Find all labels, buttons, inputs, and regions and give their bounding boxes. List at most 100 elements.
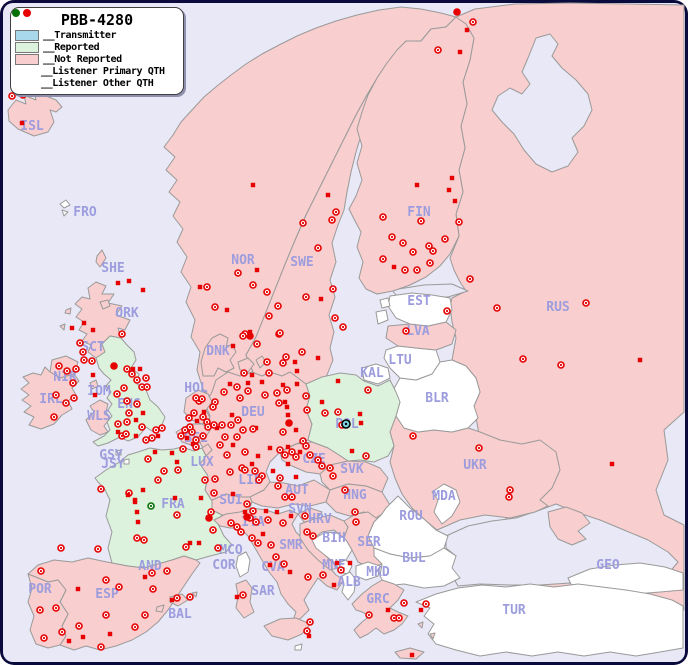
country-label-tur: TUR — [502, 603, 526, 618]
country-IRL — [20, 366, 80, 430]
marker-center-dot — [228, 470, 232, 474]
country-label-sct: SCT — [81, 340, 105, 355]
marker-center-dot — [331, 474, 335, 478]
marker-center-dot — [457, 220, 461, 224]
country-label-hng: HNG — [343, 488, 367, 503]
marker-center-dot — [397, 616, 401, 620]
marker-center-dot — [201, 434, 205, 438]
listener-other-qth-marker — [224, 307, 230, 313]
listener-other-qth-marker — [347, 560, 353, 566]
listener-other-qth-marker — [294, 381, 300, 387]
marker-center-dot — [305, 629, 309, 633]
marker-center-dot — [205, 420, 209, 424]
marker-center-dot — [194, 396, 198, 400]
listener-other-qth-marker — [190, 441, 196, 447]
listener-other-qth-marker — [292, 359, 298, 365]
marker-center-dot — [281, 361, 285, 365]
country-label-fro: FRO — [73, 205, 97, 220]
marker-center-dot — [125, 367, 129, 371]
listener-other-qth-marker — [335, 378, 341, 384]
country-SHE — [95, 249, 107, 268]
marker-center-dot — [401, 241, 405, 245]
marker-center-dot — [419, 219, 423, 223]
country-label-ukr: UKR — [463, 458, 487, 473]
listener-other-qth-marker — [250, 182, 256, 188]
country-label-dnk: DNK — [206, 344, 230, 359]
country-FIN — [348, 16, 475, 295]
country-DEU — [197, 371, 313, 502]
country-label-rus: RUS — [546, 300, 570, 315]
marker-center-dot — [257, 478, 261, 482]
country-label-cva: CVA — [261, 560, 285, 575]
marker-center-dot — [242, 371, 246, 375]
country-DNK-zealand — [237, 357, 255, 373]
country-label-grc: GRC — [366, 592, 389, 607]
listener-other-qth-marker — [609, 461, 615, 467]
marker-center-dot — [216, 546, 220, 550]
marker-center-dot — [584, 301, 588, 305]
marker-center-dot — [341, 325, 345, 329]
country-label-bih: BIH — [322, 531, 345, 546]
marker-center-dot — [236, 418, 240, 422]
marker-center-dot — [42, 636, 46, 640]
marker-center-dot — [277, 401, 281, 405]
marker-center-dot — [507, 495, 511, 499]
country-BAL-menorca — [191, 591, 198, 598]
marker-center-dot — [241, 593, 245, 597]
country-BIH — [311, 531, 353, 565]
country-label-nor: NOR — [231, 253, 255, 268]
listener-other-qth-marker — [409, 652, 415, 658]
listener-other-qth-marker — [69, 325, 75, 331]
marker-center-dot — [411, 434, 415, 438]
marker-center-dot — [290, 495, 294, 499]
marker-center-dot — [223, 435, 227, 439]
marker-center-dot — [213, 477, 217, 481]
marker-center-dot — [428, 261, 432, 265]
marker-center-dot — [162, 469, 166, 473]
legend-item-listener-primary-qth: __Listener Primary QTH — [12, 9, 179, 77]
marker-center-dot — [381, 215, 385, 219]
listener-other-qth-marker — [242, 509, 248, 515]
marker-center-dot — [125, 420, 129, 424]
marker-center-dot — [154, 428, 158, 432]
marker-center-dot — [72, 396, 76, 400]
marker-center-dot — [411, 250, 415, 254]
legend-items: __Transmitter __Reported __Not Reported __L… — [12, 9, 179, 89]
marker-center-dot — [200, 397, 204, 401]
marker-center-dot — [187, 416, 191, 420]
listener-other-qth-marker — [247, 329, 253, 335]
marker-center-dot — [57, 364, 61, 368]
marker-center-dot — [263, 393, 267, 397]
marker-center-dot — [276, 484, 280, 488]
marker-center-dot — [104, 613, 108, 617]
marker-center-dot — [146, 457, 150, 461]
marker-center-dot — [188, 425, 192, 429]
listener-other-qth-marker — [285, 412, 291, 418]
marker-center-dot — [133, 625, 137, 629]
country-malta — [294, 643, 303, 651]
listener-other-qth-marker — [230, 442, 236, 448]
marker-center-dot — [436, 48, 440, 52]
country-label-mco: MCO — [219, 543, 243, 558]
marker-center-dot — [54, 393, 58, 397]
marker-center-dot — [205, 285, 209, 289]
country-label-svk: SVK — [340, 462, 364, 477]
country-label-fra: FRA — [161, 497, 185, 512]
legend-item-label: __Listener Other QTH — [41, 78, 154, 89]
marker-center-dot — [251, 283, 255, 287]
marker-center-dot — [104, 578, 108, 582]
country-label-est: EST — [407, 294, 431, 309]
country-TUR — [415, 583, 684, 657]
marker-center-dot — [181, 447, 185, 451]
listener-other-qth-marker — [19, 120, 25, 126]
country-label-wls: WLS — [87, 409, 111, 424]
marker-center-dot — [559, 363, 563, 367]
marker-center-dot — [282, 562, 286, 566]
marker-center-dot — [209, 510, 213, 514]
country-label-lie: LIE — [238, 473, 261, 488]
country-label-kal: KAL — [360, 366, 384, 381]
listener-other-qth-marker — [75, 586, 81, 592]
country-POL — [305, 372, 401, 463]
listener-other-qth-marker — [287, 569, 293, 575]
